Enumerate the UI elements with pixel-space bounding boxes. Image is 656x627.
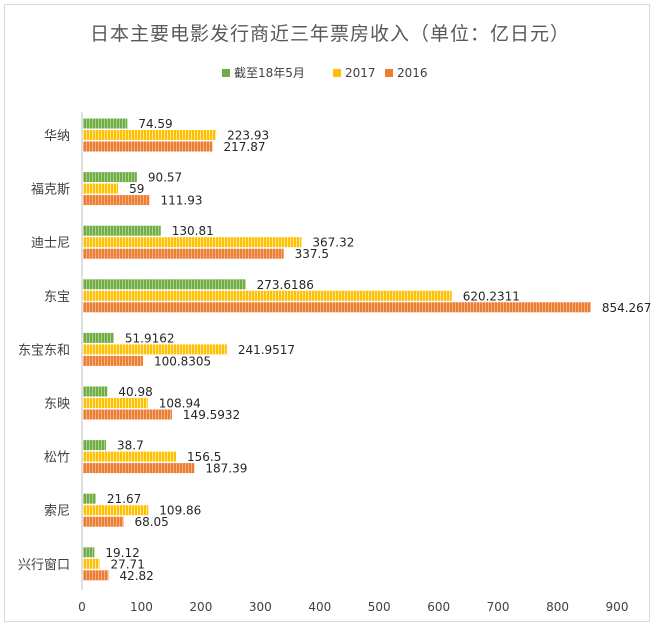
x-tick-labels-group: 0 100 200 300 400 500 600 700 800 900 [78,600,628,614]
bar [83,570,109,581]
data-label: 38.7 [117,439,144,453]
legend-swatch-2 [385,69,393,77]
data-label: 42.82 [119,569,153,583]
bar [83,409,172,420]
data-label: 130.81 [172,224,214,238]
chart-title: 日本主要电影发行商近三年票房收入（单位：亿日元） [90,23,570,45]
data-label: 51.9162 [125,331,175,345]
legend-swatch-0 [222,69,230,77]
data-label: 217.87 [224,140,266,154]
bar [83,141,213,152]
bar [83,118,128,129]
bar [83,451,177,462]
data-label: 337.5 [295,247,329,261]
data-label: 108.94 [159,397,201,411]
category-label: 东宝 [44,290,70,305]
x-tick-label: 500 [368,600,391,614]
x-tick-label: 900 [606,600,629,614]
bar [83,332,114,343]
data-label: 854.267 [602,301,652,315]
data-label: 19.12 [105,546,139,560]
bar [83,398,148,408]
category-label: 东宝东和 [18,343,70,358]
bar [83,302,591,313]
data-label: 21.67 [107,492,141,506]
legend: 截至18年5月 2017 2016 [222,66,428,80]
category-label: 东映 [44,397,70,412]
data-label: 223.93 [227,129,269,143]
x-tick-label: 400 [308,600,331,614]
bar [83,558,100,569]
data-label: 156.5 [187,450,221,464]
category-label: 迪士尼 [31,236,70,251]
data-label: 149.5932 [183,408,240,422]
data-label: 620.2311 [463,289,520,303]
data-label: 59 [129,182,144,196]
data-label: 367.32 [312,236,354,250]
data-label: 109.86 [159,504,201,518]
bar [83,172,137,183]
legend-label-1: 2017 [345,66,376,80]
category-label: 松竹 [44,451,70,466]
x-tick-label: 700 [487,600,510,614]
bar [83,440,107,451]
bar [83,237,302,248]
x-tick-label: 200 [189,600,212,614]
data-label: 90.57 [148,171,182,185]
data-label: 111.93 [161,194,203,208]
bar [83,505,149,516]
bar [83,225,161,236]
category-label: 索尼 [44,504,70,519]
x-tick-label: 800 [546,600,569,614]
legend-swatch-1 [333,69,341,77]
bar [83,279,246,290]
bar [83,290,452,301]
bar [83,547,95,558]
bar [83,463,195,474]
bar [83,516,124,527]
legend-label-2: 2016 [397,66,428,80]
x-tick-label: 0 [78,600,86,614]
bar [83,183,119,194]
x-tick-label: 600 [427,600,450,614]
bar [83,386,108,397]
bar [83,130,217,140]
data-label: 273.6186 [257,278,314,292]
legend-label-0: 截至18年5月 [234,66,305,80]
bar [83,248,284,259]
x-tick-label: 100 [130,600,153,614]
data-label: 100.8305 [154,354,211,368]
bar [83,493,96,504]
data-label: 74.59 [138,117,172,131]
data-label: 40.98 [118,385,152,399]
data-label: 187.39 [205,462,247,476]
bar [83,344,227,355]
bar [83,355,143,366]
category-label: 华纳 [44,129,70,144]
category-label: 兴行窗口 [18,557,70,573]
data-label: 27.71 [110,557,144,571]
bars-group [83,118,591,581]
data-label: 68.05 [134,515,168,529]
x-tick-label: 300 [249,600,272,614]
category-label: 福克斯 [31,183,70,198]
bar [83,195,150,206]
data-label: 241.9517 [238,343,295,357]
